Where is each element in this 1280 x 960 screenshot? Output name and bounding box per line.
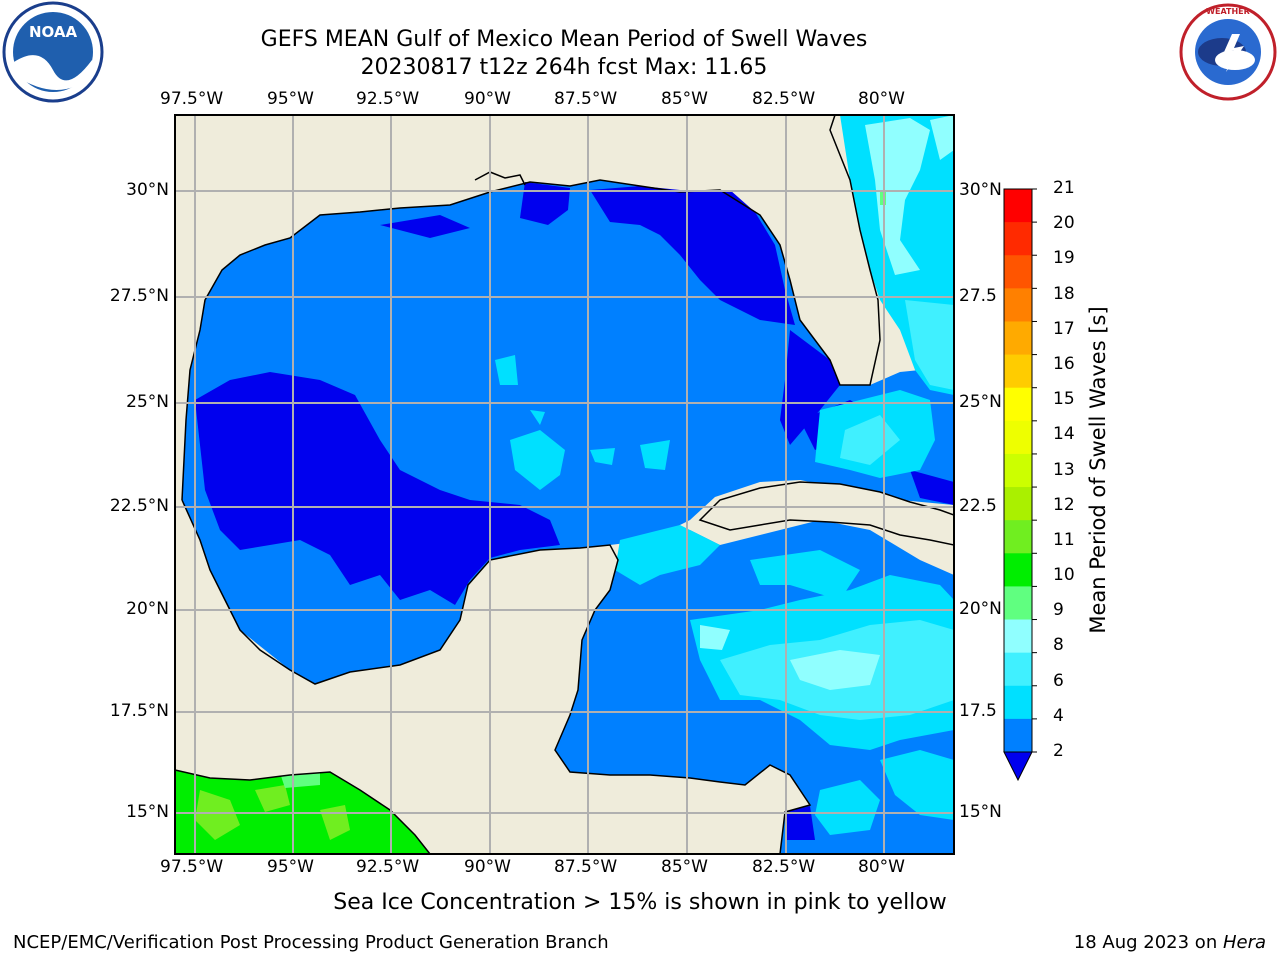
colorbar-tick-label: 11	[1053, 529, 1075, 550]
lon-label-bottom: 80°W	[858, 857, 905, 877]
colorbar-swatch	[1004, 387, 1032, 422]
lon-label-bottom: 90°W	[464, 857, 511, 877]
colorbar-tick-label: 21	[1053, 178, 1075, 198]
colorbar-tick-label: 10	[1053, 565, 1075, 586]
lon-label-top: 85°W	[661, 89, 708, 109]
lat-label-right: 20°N	[959, 599, 1002, 619]
nws-logo: WEATHER	[1179, 3, 1277, 101]
colorbar-tick-label: 20	[1053, 213, 1075, 234]
colorbar-tick-label: 6	[1053, 670, 1064, 691]
footer-date-text: 18 Aug 2023 on	[1073, 932, 1223, 953]
colorbar-swatch	[1004, 321, 1032, 356]
lat-label-left: 17.5°N	[109, 701, 169, 721]
lat-label-right: 15°N	[959, 802, 1002, 822]
sea-ice-note: Sea Ice Concentration > 15% is shown in …	[333, 890, 947, 915]
colorbar-frame	[1003, 188, 1033, 753]
colorbar-swatch	[1004, 586, 1032, 621]
colorbar-label: Mean Period of Swell Waves [s]	[1086, 306, 1110, 634]
swell-period-field	[175, 115, 954, 854]
colorbar-swatch	[1004, 255, 1032, 289]
map-frame	[174, 114, 955, 855]
lon-label-top: 80°W	[858, 89, 905, 109]
lon-label-top: 95°W	[267, 89, 314, 109]
lon-label-top: 87.5°W	[554, 89, 618, 109]
lat-label-right: 25°N	[959, 392, 1002, 412]
colorbar-swatch	[1004, 420, 1032, 455]
footer-credit: NCEP/EMC/Verification Post Processing Pr…	[13, 932, 609, 953]
colorbar-tick-label: 9	[1053, 600, 1064, 621]
colorbar-tick-label: 12	[1053, 494, 1075, 515]
lat-label-left: 15°N	[126, 802, 169, 822]
lon-label-top: 92.5°W	[356, 89, 420, 109]
colorbar-swatch	[1004, 288, 1032, 322]
lon-label-bottom: 92.5°W	[356, 857, 420, 877]
lat-label-right: 27.5	[959, 286, 997, 306]
lat-label-right: 17.5	[959, 701, 997, 721]
noaa-logo: NOAA	[2, 1, 104, 103]
lon-label-bottom: 85°W	[661, 857, 708, 877]
chart-subtitle: 20230817 t12z 264h fcst Max: 11.65	[360, 55, 768, 80]
colorbar-tick-label: 18	[1053, 283, 1075, 304]
svg-text:NOAA: NOAA	[29, 23, 78, 41]
colorbar-extend-arrow	[1003, 751, 1033, 782]
lon-label-bottom: 95°W	[267, 857, 314, 877]
colorbar-swatch	[1004, 619, 1032, 654]
colorbar-swatch	[1004, 487, 1032, 521]
colorbar-swatch	[1004, 520, 1032, 554]
footer-date: 18 Aug 2023 on Hera	[1074, 932, 1266, 953]
lon-label-bottom: 87.5°W	[554, 857, 618, 877]
lat-label-left: 30°N	[126, 180, 169, 200]
colorbar-swatch	[1004, 453, 1032, 488]
lon-label-bottom: 97.5°W	[160, 857, 224, 877]
footer-host: Hera	[1222, 932, 1266, 953]
lat-label-left: 20°N	[126, 599, 169, 619]
coastlines	[175, 115, 881, 854]
colorbar-swatch	[1004, 222, 1032, 256]
colorbar-tick-label: 15	[1053, 389, 1075, 410]
lat-label-right: 30°N	[959, 180, 1002, 200]
colorbar-tick-label: 4	[1053, 705, 1064, 726]
colorbar-swatch	[1004, 652, 1032, 687]
colorbar-tick-label: 2	[1053, 741, 1064, 761]
lon-label-bottom: 82.5°W	[752, 857, 816, 877]
colorbar-swatch	[1004, 718, 1032, 753]
colorbar-swatch	[1004, 354, 1032, 389]
colorbar-tick-label: 14	[1053, 424, 1075, 445]
colorbar-tick-label: 19	[1053, 248, 1075, 269]
colorbar-tick-label: 13	[1053, 459, 1075, 480]
svg-text:WEATHER: WEATHER	[1206, 7, 1250, 16]
colorbar-tick-label: 17	[1053, 318, 1075, 339]
gridlines	[175, 115, 954, 854]
lat-label-left: 22.5°N	[109, 496, 169, 516]
lat-label-left: 25°N	[126, 392, 169, 412]
lon-label-top: 82.5°W	[752, 89, 816, 109]
colorbar-swatch	[1004, 189, 1032, 223]
colorbar-tick-label: 8	[1053, 635, 1064, 656]
lat-label-right: 22.5	[959, 496, 997, 516]
lon-label-top: 90°W	[464, 89, 511, 109]
colorbar	[1003, 188, 1037, 782]
colorbar-tick-label: 16	[1053, 353, 1075, 374]
lat-label-left: 27.5°N	[109, 286, 169, 306]
colorbar-swatch	[1004, 685, 1032, 720]
chart-title: GEFS MEAN Gulf of Mexico Mean Period of …	[260, 27, 868, 52]
colorbar-swatch	[1004, 553, 1032, 587]
lon-label-top: 97.5°W	[160, 89, 224, 109]
